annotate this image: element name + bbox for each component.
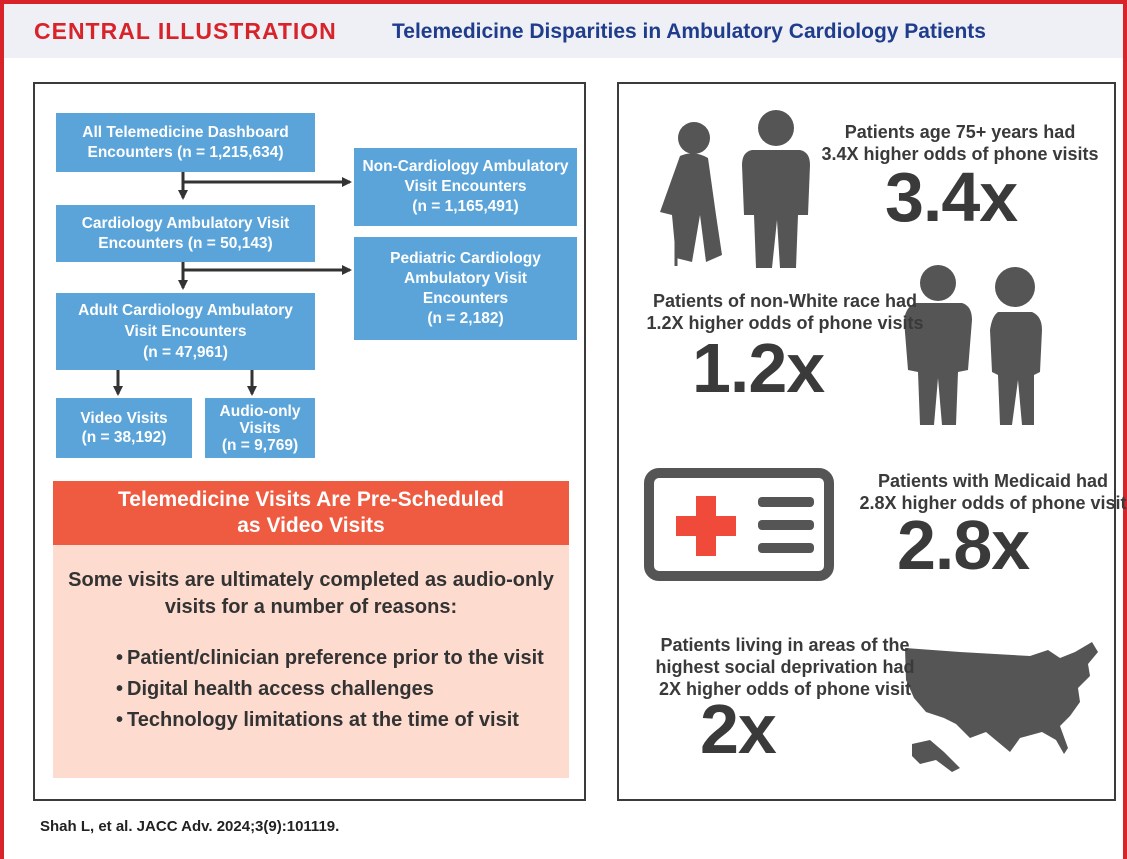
node-line: (n = 38,192) [81,429,167,446]
node-line: Ambulatory Visit [404,269,527,287]
node-line: Video Visits [80,410,168,427]
flow-node: Adult Cardiology Ambulatory Visit Encount… [56,293,315,370]
node-line: Audio-only [219,402,301,420]
finding-text: Patients of non-White race had 1.2X highe… [585,290,985,334]
flow-node: Pediatric Cardiology Ambulatory Visit Enco… [354,237,577,340]
finding-line: 2X higher odds of phone visit [658,679,912,699]
reason: Technology limitations at the time of vi… [116,705,544,736]
finding-line: 3.4X higher odds of phone visits [821,144,1099,164]
finding-text: Patients living in areas of the highest s… [585,634,985,700]
callout-title-line: Telemedicine Visits Are Pre-Scheduled [118,488,504,511]
flow-node: Video Visits (n = 38,192) [56,398,192,458]
header-title: Telemedicine Disparities in Ambulatory C… [392,20,986,43]
finding-line: Patients of non-White race had [652,291,918,311]
finding-text: Patients with Medicaid had 2.8X higher od… [793,470,1127,514]
reason: Digital health access challenges [116,674,544,705]
callout-intro-line: visits for a number of reasons: [164,596,458,618]
people-icon [904,265,1042,425]
right-border [1123,0,1127,859]
header-label: CENTRAL ILLUSTRATION [34,18,337,44]
finding-value: 2.8x [897,506,1030,584]
top-border [0,0,1127,4]
callout-body: Some visits are ultimately completed as … [53,545,569,778]
node-line: (n = 1,165,491) [412,198,519,215]
callout-intro: Some visits are ultimately completed as … [53,567,569,621]
node-line: Encounters (n = 50,143) [98,234,273,252]
citation: Shah L, et al. JACC Adv. 2024;3(9):10111… [40,818,340,835]
medicaid-card-icon [644,468,834,581]
finding-value: 1.2x [692,329,825,407]
arrows [113,172,352,396]
node-line: Visit Encounters [404,178,527,195]
node-line: (n = 2,182) [427,309,504,327]
us-map-icon [905,642,1098,772]
callout-intro-line: Some visits are ultimately completed as … [68,569,554,591]
callout-title-line: as Video Visits [237,514,385,537]
finding-value: 3.4x [885,158,1018,236]
node-line: All Telemedicine Dashboard [82,123,289,141]
finding-line: highest social deprivation had [655,657,915,677]
header-band: CENTRAL ILLUSTRATION Telemedicine Dispar… [4,4,1123,58]
finding-value: 2x [700,690,777,768]
finding-line: Patients age 75+ years had [844,122,1076,142]
node-line: (n = 9,769) [221,436,299,454]
finding-line: 2.8X higher odds of phone visit [859,493,1127,513]
callout-title: Telemedicine Visits Are Pre-Scheduled as … [53,481,569,545]
finding-line: Patients with Medicaid had [877,471,1109,491]
node-line: Visits [239,419,281,437]
reason: Patient/clinician preference prior to th… [116,643,544,674]
flow-node: Cardiology Ambulatory Visit Encounters (n… [56,205,315,262]
node-line: Encounters (n = 1,215,634) [87,143,284,161]
left-border [0,0,4,859]
node-line: Encounters [422,289,509,307]
node-line: (n = 47,961) [143,344,228,361]
node-line: Pediatric Cardiology [390,249,541,267]
node-line: Adult Cardiology Ambulatory [78,302,293,319]
finding-line: Patients living in areas of the [660,635,910,655]
finding-text: Patients age 75+ years had 3.4X higher od… [760,121,1127,165]
flow-node: All Telemedicine Dashboard Encounters (n … [56,113,315,172]
reason-list: Patient/clinician preference prior to th… [116,643,544,736]
node-line: Non-Cardiology Ambulatory [362,158,569,175]
node-line: Cardiology Ambulatory Visit [81,214,290,232]
flow-node: Non-Cardiology Ambulatory Visit Encounter… [354,148,577,226]
elderly-icon [660,110,810,268]
finding-line: 1.2X higher odds of phone visits [646,313,924,333]
flow-node: Audio-only Visits (n = 9,769) [205,398,315,458]
node-line: Visit Encounters [124,323,247,340]
